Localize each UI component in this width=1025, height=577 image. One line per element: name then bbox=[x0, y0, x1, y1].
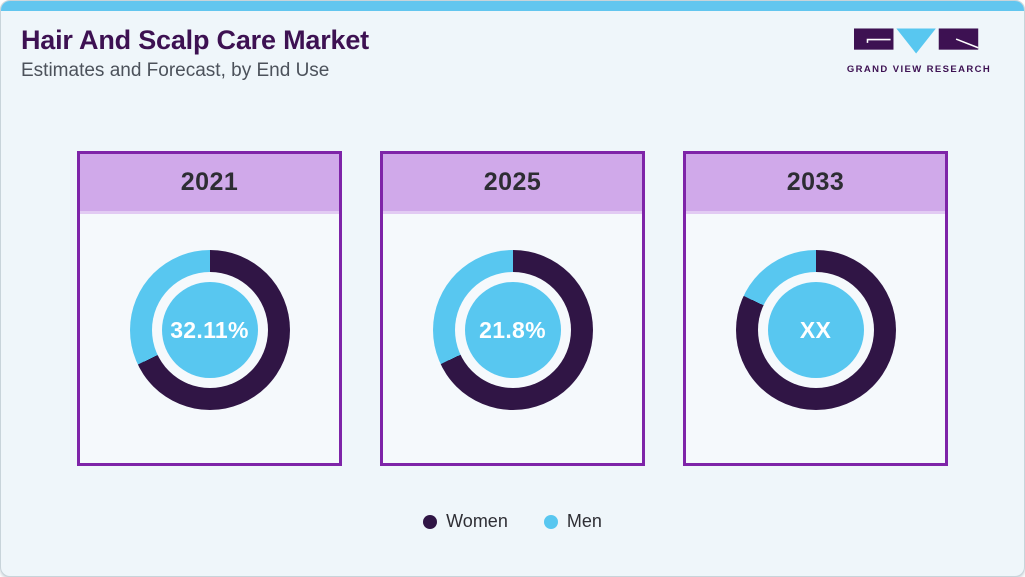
card-body-2021: 32.11% bbox=[80, 214, 339, 496]
legend-label-women: Women bbox=[446, 511, 508, 531]
card-body-2033: XX bbox=[686, 214, 945, 496]
donut-chart-2033: XX bbox=[735, 250, 896, 410]
gvr-logo: GRAND VIEW RESEARCH bbox=[844, 27, 994, 75]
card-header-2033: 2033 bbox=[686, 154, 945, 214]
donut-center-circle: 32.11% bbox=[161, 282, 258, 378]
year-label: 2033 bbox=[786, 168, 845, 196]
charts-row: 2021 32.11% 2025 bbox=[1, 151, 1024, 466]
logo-v-triangle bbox=[896, 28, 936, 54]
page-subtitle: Estimates and Forecast, by End Use bbox=[21, 60, 330, 81]
donut-center-label: 21.8% bbox=[479, 316, 546, 343]
year-card-2021: 2021 32.11% bbox=[77, 151, 342, 466]
legend-dot-men bbox=[543, 514, 558, 529]
legend-dot-women bbox=[423, 514, 438, 529]
page-title: Hair And Scalp Care Market bbox=[21, 25, 369, 55]
logo-g-detail bbox=[866, 38, 891, 43]
donut-chart-2025: 21.8% bbox=[432, 250, 593, 410]
card-body-2025: 21.8% bbox=[383, 214, 642, 496]
gvr-logo-mark bbox=[854, 28, 979, 54]
top-accent-bar bbox=[1, 1, 1024, 11]
logo-r-block bbox=[938, 28, 979, 50]
legend-item-women: Women bbox=[423, 511, 508, 532]
donut-center-label: 32.11% bbox=[170, 316, 249, 343]
legend-label-men: Men bbox=[566, 511, 602, 531]
donut-hole: XX bbox=[757, 272, 874, 388]
page-header: Hair And Scalp Care Market Estimates and… bbox=[21, 25, 369, 82]
logo-r-detail bbox=[955, 38, 979, 49]
year-label: 2025 bbox=[483, 168, 542, 196]
gvr-logo-text: GRAND VIEW RESEARCH bbox=[846, 64, 992, 75]
card-header-2025: 2025 bbox=[383, 154, 642, 214]
chart-legend: Women Men bbox=[1, 511, 1024, 532]
donut-chart-2021: 32.11% bbox=[129, 250, 290, 410]
card-header-2021: 2021 bbox=[80, 154, 339, 214]
year-label: 2021 bbox=[180, 168, 239, 196]
donut-center-circle: 21.8% bbox=[464, 282, 561, 378]
donut-hole: 21.8% bbox=[454, 272, 571, 388]
donut-center-circle: XX bbox=[767, 282, 864, 378]
year-card-2025: 2025 21.8% bbox=[380, 151, 645, 466]
donut-center-label: XX bbox=[799, 316, 832, 343]
legend-item-men: Men bbox=[543, 511, 602, 532]
year-card-2033: 2033 XX bbox=[683, 151, 948, 466]
donut-hole: 32.11% bbox=[151, 272, 268, 388]
